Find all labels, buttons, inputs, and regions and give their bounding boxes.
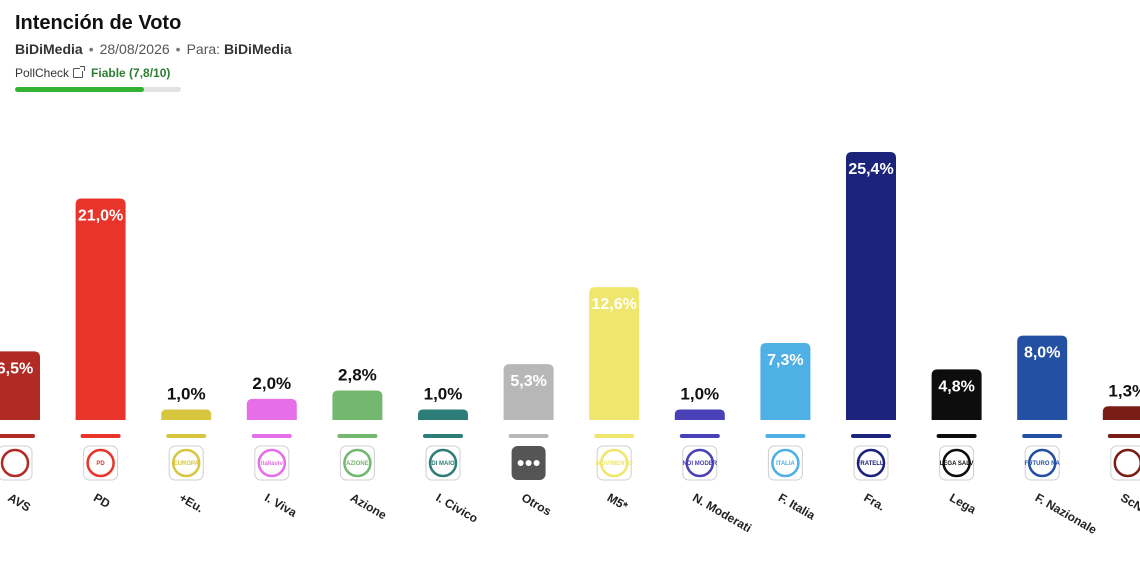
category-label-n-moderati: N. Moderati — [690, 490, 754, 535]
reliability-bar — [15, 87, 181, 92]
forza-italia-logo: ITALIA — [767, 445, 803, 481]
category-label-avs: AVS — [6, 490, 34, 514]
otros-icon — [511, 446, 546, 480]
reliability-label: Fiable (7,8/10) — [91, 66, 171, 80]
bar-fra[interactable] — [846, 152, 896, 420]
category-label-f-italia: F. Italia — [776, 490, 818, 522]
bar-m5[interactable] — [589, 287, 640, 420]
color-indicator-m5 — [594, 434, 635, 438]
pollcheck-row: PollCheck Fiable (7,8/10) — [15, 65, 292, 81]
color-indicator-i-civico — [423, 434, 463, 438]
separator-dot: • — [175, 41, 181, 57]
color-indicator-f-nazionale — [1022, 434, 1063, 438]
italia-viva-logo: italiaviv — [254, 445, 290, 481]
color-indicator-lega — [936, 434, 977, 438]
svg-text:DI MAIO: DI MAIO — [431, 461, 455, 467]
value-label-f-nazionale: 8,0% — [1024, 345, 1060, 362]
category-label-lega: Lega — [947, 490, 979, 516]
value-label-f-italia: 7,3% — [767, 352, 803, 369]
pollster-name: BiDiMedia — [15, 41, 83, 57]
m5s-logo: MOVIMENTO — [596, 445, 633, 481]
client-name: BiDiMedia — [223, 41, 292, 57]
piu-europa-logo: EUROPA — [168, 445, 204, 481]
noi-moderati-logo: NOI MODER — [682, 445, 718, 481]
bar-azione[interactable] — [332, 390, 383, 420]
scn-logo — [1110, 445, 1140, 481]
svg-text:LEGA SALV: LEGA SALV — [940, 461, 974, 467]
svg-text:MOVIMENTO: MOVIMENTO — [596, 461, 633, 467]
color-indicator-eu — [166, 434, 207, 438]
futuro-nazionale-logo: FUTURO NA — [1025, 445, 1061, 481]
value-label-lega: 4,8% — [938, 378, 974, 395]
value-label-i-viva: 2,0% — [252, 374, 291, 393]
bar-f-italia[interactable] — [760, 342, 811, 420]
category-label-otros: Otros — [519, 490, 554, 518]
lega-logo: LEGA SALV — [939, 445, 975, 481]
color-indicator-azione — [337, 434, 378, 438]
category-label-azione: Azione — [348, 490, 389, 522]
pollcheck-link[interactable]: PollCheck — [15, 66, 70, 80]
category-label-fra: Fra. — [862, 490, 888, 513]
category-label-i-viva: I. Viva — [262, 490, 299, 520]
value-label-eu: 1,0% — [167, 384, 206, 403]
bar-i-viva[interactable] — [246, 398, 297, 420]
chart-title: Intención de Voto — [15, 12, 182, 34]
svg-text:PD: PD — [96, 461, 105, 467]
poll-meta: BiDiMedia • 28/08/2026 • Para: BiDiMedia — [15, 40, 292, 58]
color-indicator-i-viva — [251, 434, 292, 438]
fratelli-italia-logo: FRATELLI — [853, 445, 889, 481]
chart-header: Intención de Voto BiDiMedia • 28/08/2026 • P… — [15, 10, 292, 92]
bar-pd[interactable] — [75, 198, 126, 420]
color-indicator-n-moderati — [679, 434, 720, 438]
value-label-scn: 1,3% — [1108, 381, 1140, 400]
external-link-icon[interactable] — [73, 66, 86, 78]
svg-text:AZIONE: AZIONE — [346, 461, 369, 467]
value-label-fra: 25,4% — [848, 161, 893, 178]
pd-logo: PD — [83, 445, 119, 481]
value-label-otros: 5,3% — [510, 373, 546, 390]
svg-text:EUROPA: EUROPA — [174, 461, 200, 467]
category-label-i-civico: I. Civico — [434, 490, 481, 525]
reliability-bar-fill — [15, 87, 145, 92]
bar-n-moderati[interactable] — [674, 409, 725, 420]
value-label-pd: 21,0% — [78, 207, 123, 224]
bar-scn[interactable] — [1102, 406, 1140, 420]
color-indicator-otros — [508, 434, 549, 438]
bar-eu[interactable] — [161, 409, 212, 420]
separator-dot: • — [88, 41, 94, 57]
svg-text:italiaviv: italiaviv — [261, 461, 284, 467]
category-label-scn: ScN — [1118, 490, 1140, 514]
svg-text:NOI MODER: NOI MODER — [682, 461, 717, 467]
azione-logo: AZIONE — [339, 445, 375, 481]
avs-logo — [0, 445, 33, 481]
value-label-m5: 12,6% — [592, 296, 637, 313]
value-label-n-moderati: 1,0% — [680, 384, 719, 403]
value-label-avs: 6,5% — [0, 360, 33, 377]
client-label: Para: — [186, 41, 221, 57]
category-label-pd: PD — [91, 490, 113, 511]
svg-text:ITALIA: ITALIA — [776, 461, 796, 467]
bar-otros[interactable] — [503, 364, 554, 420]
color-indicator-pd — [80, 434, 121, 438]
impegno-civico-logo: DI MAIO — [425, 445, 461, 481]
category-label-f-nazionale: F. Nazionale — [1033, 490, 1100, 537]
bar-f-nazionale[interactable] — [1017, 335, 1068, 420]
color-indicator-f-italia — [765, 434, 806, 438]
color-indicator-scn — [1107, 434, 1140, 438]
color-indicator-avs — [0, 434, 35, 438]
bar-lega[interactable] — [931, 369, 982, 420]
color-indicator-fra — [851, 434, 891, 438]
value-label-azione: 2,8% — [338, 365, 377, 384]
category-label-m5: M5* — [605, 490, 631, 513]
value-label-i-civico: 1,0% — [424, 384, 463, 403]
bar-i-civico[interactable] — [418, 409, 468, 420]
bar-avs[interactable] — [0, 351, 40, 420]
svg-text:FRATELLI: FRATELLI — [857, 461, 886, 467]
svg-text:FUTURO NA: FUTURO NA — [1025, 461, 1061, 467]
poll-date: 28/08/2026 — [99, 41, 170, 57]
category-label-eu: +Eu. — [177, 490, 206, 515]
